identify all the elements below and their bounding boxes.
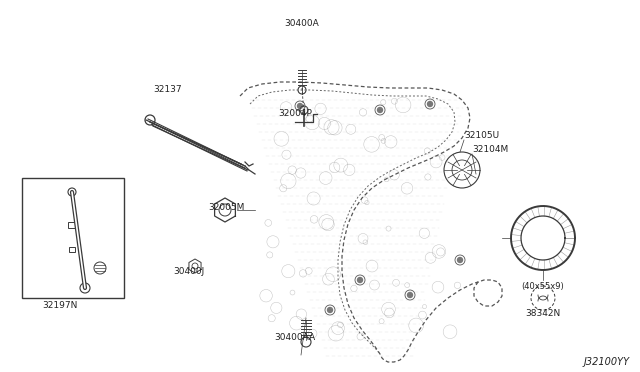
Bar	[22, 178, 124, 298]
Circle shape	[408, 292, 413, 298]
Text: 32105U: 32105U	[464, 131, 499, 141]
Circle shape	[358, 278, 362, 282]
Text: 32104M: 32104M	[472, 145, 508, 154]
Circle shape	[378, 108, 383, 112]
Circle shape	[458, 257, 463, 263]
Text: 32137: 32137	[154, 86, 182, 94]
Text: 30400J: 30400J	[173, 267, 204, 276]
Text: 38342N: 38342N	[525, 310, 561, 318]
Text: 32004P: 32004P	[278, 109, 312, 119]
Circle shape	[428, 102, 433, 106]
Text: 32005M: 32005M	[208, 203, 244, 212]
Text: 32197N: 32197N	[42, 301, 77, 311]
Bar	[69, 247, 75, 252]
Circle shape	[328, 308, 333, 312]
Circle shape	[298, 103, 303, 109]
Bar	[68, 222, 76, 228]
Text: J32100YY: J32100YY	[584, 357, 630, 367]
Text: 30400A: 30400A	[285, 19, 319, 29]
Text: (40x55x9): (40x55x9)	[522, 282, 564, 291]
Text: 30400AA: 30400AA	[275, 334, 316, 343]
